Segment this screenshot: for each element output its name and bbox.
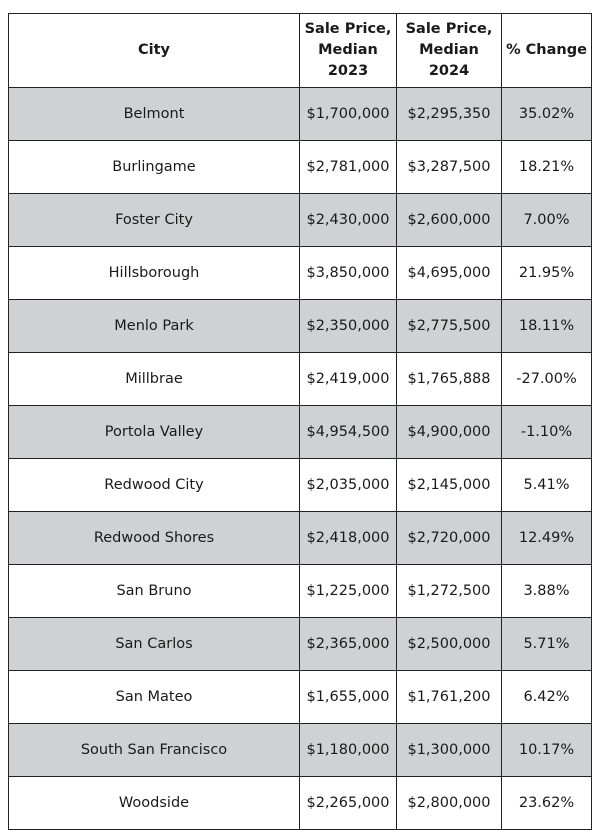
cell-change: 6.42% — [501, 670, 592, 724]
cell-price-2024: $2,500,000 — [396, 617, 502, 671]
table-row: Portola Valley $4,954,500 $4,900,000 -1.10% — [8, 405, 592, 459]
cell-city: Foster City — [8, 193, 300, 247]
table-row: Hillsborough $3,850,000 $4,695,000 21.95% — [8, 246, 592, 300]
cell-city: South San Francisco — [8, 723, 300, 777]
cell-change: -27.00% — [501, 352, 592, 406]
cell-price-2024: $1,272,500 — [396, 564, 502, 618]
cell-city: Burlingame — [8, 140, 300, 194]
cell-city: Redwood City — [8, 458, 300, 512]
cell-change: 7.00% — [501, 193, 592, 247]
cell-city: Redwood Shores — [8, 511, 300, 565]
table-row: Millbrae $2,419,000 $1,765,888 -27.00% — [8, 352, 592, 406]
cell-city: Portola Valley — [8, 405, 300, 459]
cell-price-2024: $2,720,000 — [396, 511, 502, 565]
cell-price-2023: $2,419,000 — [299, 352, 397, 406]
header-price-2023: Sale Price, Median 2023 — [299, 13, 397, 88]
table-row: Menlo Park $2,350,000 $2,775,500 18.11% — [8, 299, 592, 353]
cell-city: San Carlos — [8, 617, 300, 671]
header-city: City — [8, 13, 300, 88]
cell-price-2023: $2,365,000 — [299, 617, 397, 671]
cell-city: San Bruno — [8, 564, 300, 618]
cell-price-2023: $4,954,500 — [299, 405, 397, 459]
table-row: San Mateo $1,655,000 $1,761,200 6.42% — [8, 670, 592, 724]
header-change: % Change — [501, 13, 592, 88]
cell-change: 18.11% — [501, 299, 592, 353]
cell-price-2023: $1,700,000 — [299, 87, 397, 141]
table-row: South San Francisco $1,180,000 $1,300,000 1… — [8, 723, 592, 777]
cell-price-2023: $1,180,000 — [299, 723, 397, 777]
cell-change: 10.17% — [501, 723, 592, 777]
cell-price-2023: $2,430,000 — [299, 193, 397, 247]
cell-price-2023: $1,225,000 — [299, 564, 397, 618]
table-row: Burlingame $2,781,000 $3,287,500 18.21% — [8, 140, 592, 194]
cell-price-2023: $2,418,000 — [299, 511, 397, 565]
cell-price-2023: $2,265,000 — [299, 776, 397, 830]
cell-change: 21.95% — [501, 246, 592, 300]
cell-price-2024: $1,300,000 — [396, 723, 502, 777]
cell-price-2024: $4,900,000 — [396, 405, 502, 459]
cell-price-2024: $3,287,500 — [396, 140, 502, 194]
cell-city: Menlo Park — [8, 299, 300, 353]
cell-change: 5.41% — [501, 458, 592, 512]
cell-city: Hillsborough — [8, 246, 300, 300]
sale-price-table: City Sale Price, Median 2023 Sale Price,… — [8, 13, 592, 830]
table-row: Woodside $2,265,000 $2,800,000 23.62% — [8, 776, 592, 830]
cell-price-2024: $1,765,888 — [396, 352, 502, 406]
cell-price-2023: $2,350,000 — [299, 299, 397, 353]
cell-city: Belmont — [8, 87, 300, 141]
cell-price-2024: $4,695,000 — [396, 246, 502, 300]
cell-change: 3.88% — [501, 564, 592, 618]
cell-price-2023: $2,035,000 — [299, 458, 397, 512]
table-row: San Bruno $1,225,000 $1,272,500 3.88% — [8, 564, 592, 618]
table-row: Belmont $1,700,000 $2,295,350 35.02% — [8, 87, 592, 141]
cell-price-2024: $2,295,350 — [396, 87, 502, 141]
cell-price-2024: $2,800,000 — [396, 776, 502, 830]
cell-price-2023: $2,781,000 — [299, 140, 397, 194]
cell-price-2024: $1,761,200 — [396, 670, 502, 724]
table-row: Foster City $2,430,000 $2,600,000 7.00% — [8, 193, 592, 247]
table-row: Redwood Shores $2,418,000 $2,720,000 12.49% — [8, 511, 592, 565]
cell-price-2024: $2,145,000 — [396, 458, 502, 512]
table-row: Redwood City $2,035,000 $2,145,000 5.41% — [8, 458, 592, 512]
cell-change: 23.62% — [501, 776, 592, 830]
cell-price-2024: $2,600,000 — [396, 193, 502, 247]
cell-city: Woodside — [8, 776, 300, 830]
cell-change: 18.21% — [501, 140, 592, 194]
cell-change: 35.02% — [501, 87, 592, 141]
cell-change: 5.71% — [501, 617, 592, 671]
header-row: City Sale Price, Median 2023 Sale Price,… — [8, 13, 592, 88]
cell-price-2023: $1,655,000 — [299, 670, 397, 724]
cell-price-2023: $3,850,000 — [299, 246, 397, 300]
cell-change: -1.10% — [501, 405, 592, 459]
cell-city: Millbrae — [8, 352, 300, 406]
cell-change: 12.49% — [501, 511, 592, 565]
cell-city: San Mateo — [8, 670, 300, 724]
cell-price-2024: $2,775,500 — [396, 299, 502, 353]
table-row: San Carlos $2,365,000 $2,500,000 5.71% — [8, 617, 592, 671]
header-price-2024: Sale Price, Median 2024 — [396, 13, 502, 88]
